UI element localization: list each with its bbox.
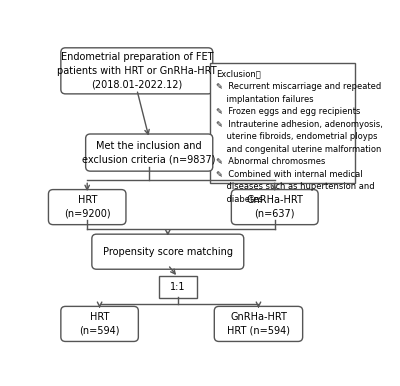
FancyBboxPatch shape xyxy=(61,48,213,94)
FancyBboxPatch shape xyxy=(158,276,197,298)
Text: GnRHa-HRT
HRT (n=594): GnRHa-HRT HRT (n=594) xyxy=(227,312,290,336)
Text: HRT
(n=594): HRT (n=594) xyxy=(79,312,120,336)
Text: Exclusion：
✎  Recurrent miscarriage and repeated
    implantation failures
✎  Fr: Exclusion： ✎ Recurrent miscarriage and r… xyxy=(216,69,383,203)
Text: Propensity score matching: Propensity score matching xyxy=(103,247,233,257)
Text: Endometrial preparation of FET
patients with HRT or GnRHa-HRT
(2018.01-2022.12): Endometrial preparation of FET patients … xyxy=(57,52,217,90)
FancyBboxPatch shape xyxy=(86,134,213,171)
FancyBboxPatch shape xyxy=(61,306,138,342)
Text: GnRHa-HRT
(n=637): GnRHa-HRT (n=637) xyxy=(246,195,303,219)
Text: HRT
(n=9200): HRT (n=9200) xyxy=(64,195,110,219)
Text: 1:1: 1:1 xyxy=(170,282,186,292)
FancyBboxPatch shape xyxy=(214,306,303,342)
Text: Met the inclusion and
exclusion criteria (n=9837): Met the inclusion and exclusion criteria… xyxy=(82,141,216,164)
FancyBboxPatch shape xyxy=(92,234,244,269)
FancyBboxPatch shape xyxy=(48,190,126,225)
FancyBboxPatch shape xyxy=(210,63,355,183)
FancyBboxPatch shape xyxy=(231,190,318,225)
